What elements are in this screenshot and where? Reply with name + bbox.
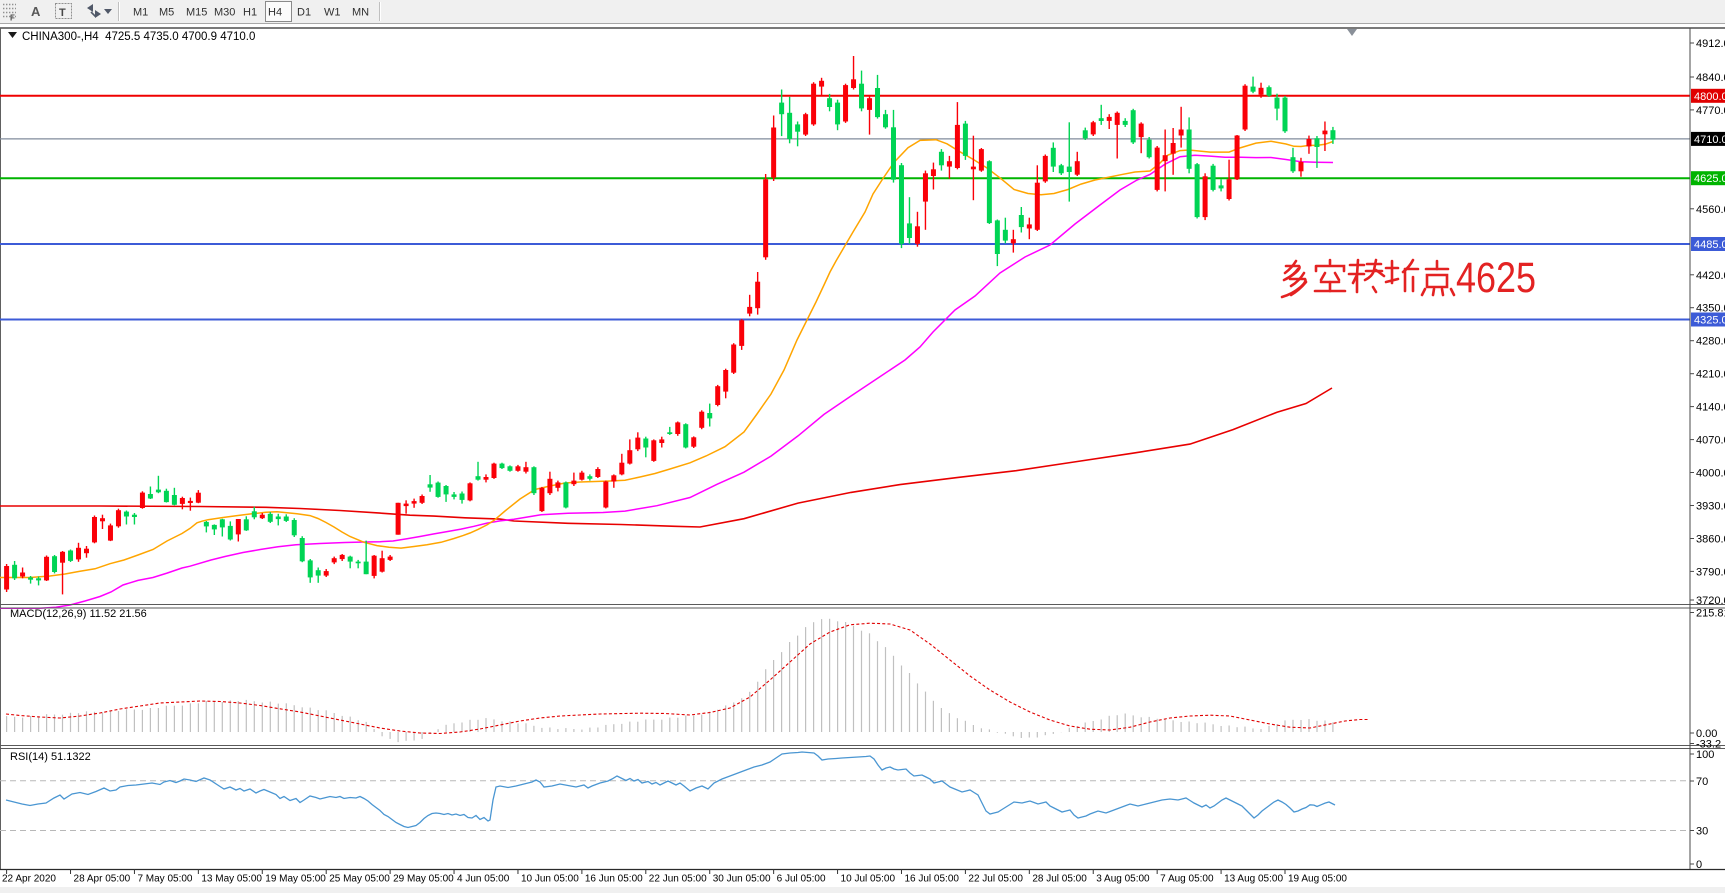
- svg-text:7 May 05:00: 7 May 05:00: [137, 874, 192, 885]
- svg-text:-33.2: -33.2: [1696, 739, 1721, 751]
- svg-text:16 Jun 05:00: 16 Jun 05:00: [585, 874, 643, 885]
- svg-text:19 May 05:00: 19 May 05:00: [265, 874, 326, 885]
- svg-text:MN: MN: [352, 7, 369, 19]
- svg-text:28 Jul 05:00: 28 Jul 05:00: [1032, 874, 1087, 885]
- svg-text:4210.0: 4210.0: [1696, 369, 1725, 381]
- svg-text:22 Jun 05:00: 22 Jun 05:00: [649, 874, 707, 885]
- svg-text:19 Aug 05:00: 19 Aug 05:00: [1288, 874, 1347, 885]
- svg-text:30: 30: [1696, 826, 1708, 838]
- svg-text:7 Aug 05:00: 7 Aug 05:00: [1160, 874, 1214, 885]
- svg-text:0: 0: [1696, 859, 1702, 871]
- svg-text:22 Jul 05:00: 22 Jul 05:00: [968, 874, 1023, 885]
- svg-text:4000.0: 4000.0: [1696, 468, 1725, 480]
- svg-text:100: 100: [1696, 749, 1714, 761]
- svg-text:W1: W1: [324, 7, 341, 19]
- svg-text:T: T: [59, 7, 66, 19]
- svg-text:4840.0: 4840.0: [1696, 72, 1725, 84]
- svg-text:29 May 05:00: 29 May 05:00: [393, 874, 454, 885]
- svg-text:4140.0: 4140.0: [1696, 402, 1725, 414]
- svg-text:3790.0: 3790.0: [1696, 566, 1725, 578]
- svg-text:M30: M30: [214, 7, 235, 19]
- svg-text:M5: M5: [159, 7, 174, 19]
- svg-text:215.81: 215.81: [1696, 608, 1725, 620]
- svg-text:RSI(14) 51.1322: RSI(14) 51.1322: [10, 751, 91, 763]
- svg-text:4280.0: 4280.0: [1696, 336, 1725, 348]
- svg-text:13 Aug 05:00: 13 Aug 05:00: [1224, 874, 1283, 885]
- svg-text:28 Apr 05:00: 28 Apr 05:00: [74, 874, 131, 885]
- svg-text:3 Aug 05:00: 3 Aug 05:00: [1096, 874, 1150, 885]
- svg-text:MACD(12,26,9) 11.52 21.56: MACD(12,26,9) 11.52 21.56: [10, 608, 147, 620]
- svg-text:3860.0: 3860.0: [1696, 534, 1725, 546]
- svg-text:H1: H1: [243, 7, 257, 19]
- svg-text:3720.0: 3720.0: [1696, 595, 1725, 607]
- svg-text:6 Jul 05:00: 6 Jul 05:00: [777, 874, 826, 885]
- svg-text:F: F: [10, 14, 15, 23]
- svg-text:4420.0: 4420.0: [1696, 270, 1725, 282]
- svg-text:M15: M15: [186, 7, 207, 19]
- svg-text:D1: D1: [297, 7, 311, 19]
- svg-text:22 Apr 2020: 22 Apr 2020: [2, 874, 56, 885]
- svg-text:16 Jul 05:00: 16 Jul 05:00: [904, 874, 959, 885]
- svg-text:4625.0: 4625.0: [1694, 173, 1725, 185]
- svg-text:4800.0: 4800.0: [1694, 91, 1725, 103]
- svg-text:4912.0: 4912.0: [1696, 38, 1725, 50]
- svg-text:10 Jun 05:00: 10 Jun 05:00: [521, 874, 579, 885]
- svg-text:4485.0: 4485.0: [1694, 239, 1725, 251]
- svg-text:70: 70: [1696, 776, 1708, 788]
- svg-text:13 May 05:00: 13 May 05:00: [201, 874, 262, 885]
- svg-text:10 Jul 05:00: 10 Jul 05:00: [841, 874, 896, 885]
- svg-text:A: A: [31, 4, 41, 19]
- svg-text:H4: H4: [268, 7, 282, 19]
- svg-text:3930.0: 3930.0: [1696, 501, 1725, 513]
- svg-text:M1: M1: [133, 7, 148, 19]
- svg-text:4 Jun 05:00: 4 Jun 05:00: [457, 874, 510, 885]
- svg-text:4350.0: 4350.0: [1696, 303, 1725, 315]
- svg-text:25 May 05:00: 25 May 05:00: [329, 874, 390, 885]
- svg-text:0.00: 0.00: [1696, 728, 1717, 740]
- svg-text:4770.0: 4770.0: [1696, 105, 1725, 117]
- svg-text:30 Jun 05:00: 30 Jun 05:00: [713, 874, 771, 885]
- svg-text:4560.0: 4560.0: [1696, 204, 1725, 216]
- svg-text:4325.0: 4325.0: [1694, 315, 1725, 327]
- svg-text:4070.0: 4070.0: [1696, 435, 1725, 447]
- svg-text:4710.0: 4710.0: [1694, 134, 1725, 146]
- svg-text:CHINA300-,H4 4725.5 4735.0 47: CHINA300-,H4 4725.5 4735.0 4700.9 4710.0: [22, 31, 255, 43]
- svg-text:4625: 4625: [1456, 254, 1536, 302]
